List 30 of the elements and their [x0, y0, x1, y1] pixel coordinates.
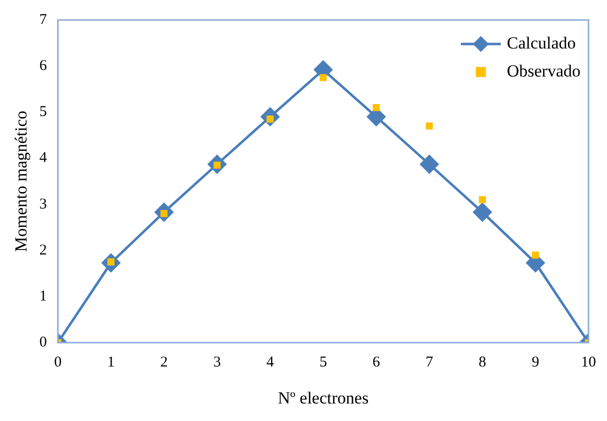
x-tick-label: 9	[532, 354, 540, 371]
x-tick-label: 7	[426, 354, 434, 371]
legend-label: Calculado	[506, 33, 576, 52]
y-tick-label: 3	[39, 196, 47, 212]
y-axis-title: Momento magnético	[12, 110, 31, 252]
x-tick-label: 6	[372, 354, 381, 371]
y-tick-label: 4	[39, 150, 48, 166]
point	[478, 196, 486, 204]
point	[532, 252, 539, 259]
x-tick-label: 1	[107, 354, 115, 371]
x-tick-label: 8	[478, 354, 486, 371]
y-tick-label: 2	[39, 242, 47, 258]
y-tick-label: 7	[39, 12, 48, 28]
point	[426, 122, 433, 130]
x-tick-label: 4	[266, 354, 274, 371]
x-tick-label: 3	[213, 354, 221, 371]
x-tick-label: 5	[319, 354, 327, 371]
x-tick-label: 0	[54, 354, 62, 371]
y-tick-label: 6	[39, 58, 48, 74]
x-tick-label: 10	[581, 354, 596, 371]
y-tick-label: 0	[39, 334, 47, 351]
x-tick-label: 2	[160, 354, 168, 371]
y-tick-label: 5	[39, 104, 47, 120]
x-axis-title: Nº electrones	[278, 388, 369, 408]
y-tick-label: 1	[39, 288, 47, 304]
point	[372, 104, 380, 112]
point	[473, 202, 492, 222]
point	[320, 74, 327, 82]
point	[420, 155, 439, 174]
legend-label: Observado	[506, 61, 581, 80]
